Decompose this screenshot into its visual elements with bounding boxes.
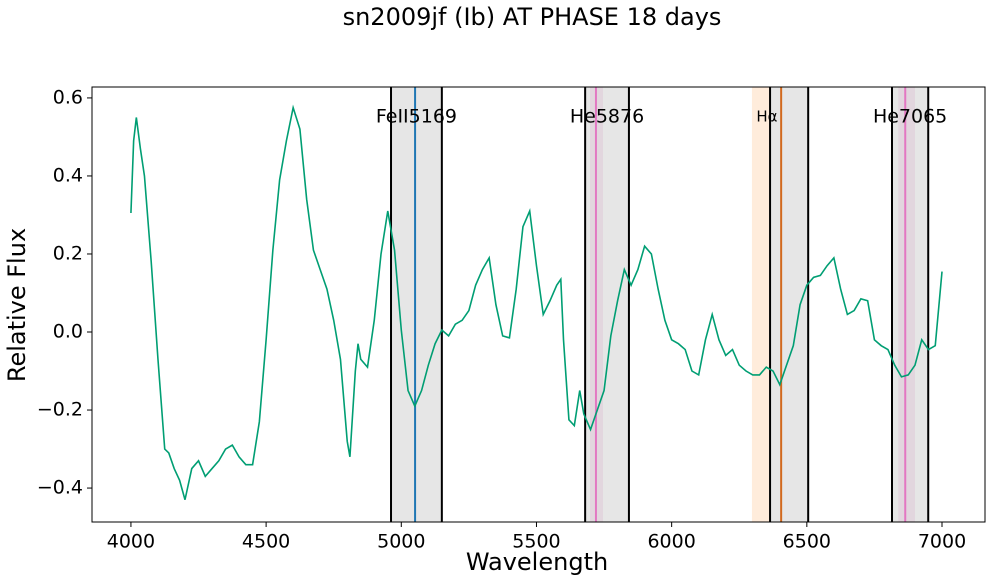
- y-tick-label: −0.4: [37, 477, 83, 499]
- y-axis-label: Relative Flux: [3, 228, 31, 382]
- y-tick-label: 0.6: [53, 86, 83, 108]
- x-tick-label: 6500: [783, 531, 831, 553]
- region: [770, 87, 809, 522]
- y-tick-label: 0.0: [53, 321, 83, 343]
- y-tick-label: 0.2: [53, 242, 83, 264]
- x-tick-label: 4500: [242, 531, 290, 553]
- region-label: FeII5169: [376, 106, 457, 128]
- y-tick-label: −0.2: [37, 399, 83, 421]
- region-label: He5876: [570, 106, 644, 128]
- band: [751, 87, 771, 522]
- x-tick-label: 6000: [647, 531, 695, 553]
- spectrum-line: [130, 104, 943, 500]
- band: [898, 87, 915, 522]
- region-label: Hα: [756, 108, 777, 126]
- plot-frame: [91, 86, 986, 523]
- region: [891, 87, 929, 522]
- x-tick-label: 5000: [377, 531, 425, 553]
- y-tick-label: 0.4: [53, 164, 83, 186]
- x-tick-label: 5500: [512, 531, 560, 553]
- x-tick-label: 7000: [918, 531, 966, 553]
- x-tick-label: 4000: [107, 531, 155, 553]
- chart-title: sn2009jf (Ib) AT PHASE 18 days: [343, 3, 722, 31]
- x-axis-label: Wavelength: [466, 548, 608, 576]
- region-label: He7065: [873, 106, 947, 128]
- region: [585, 87, 629, 522]
